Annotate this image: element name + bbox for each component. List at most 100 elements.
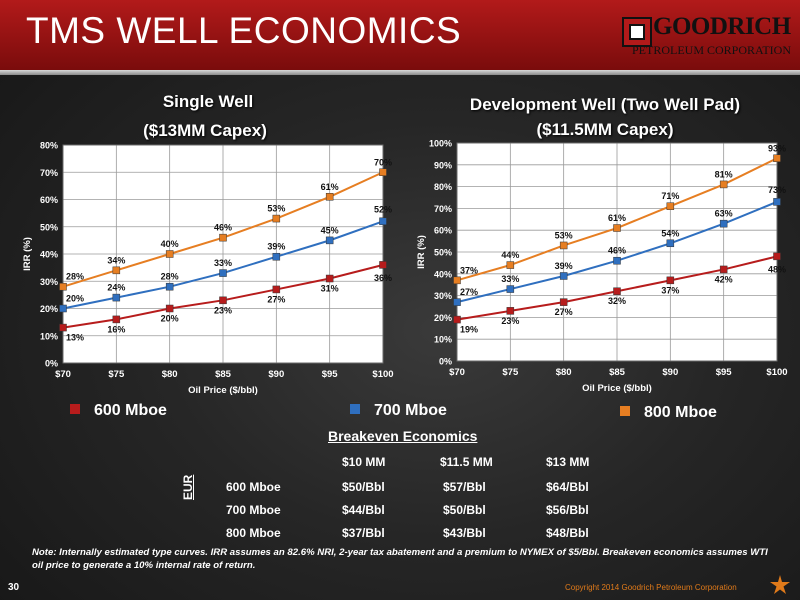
eur-axis-label: EUR	[181, 474, 195, 500]
header-divider	[0, 70, 800, 75]
breakeven-row-label: 600 Mboe	[226, 480, 281, 494]
data-label: 13%	[66, 333, 84, 343]
data-point	[613, 256, 621, 265]
company-logo: GOODRICH PETROLEUM CORPORATION	[622, 13, 792, 59]
data-point	[165, 250, 174, 258]
y-tick-label: 60%	[434, 226, 452, 236]
data-label: 20%	[161, 314, 179, 324]
data-label: 53%	[555, 230, 573, 240]
data-point	[666, 276, 675, 285]
breakeven-cell: $64/Bbl	[546, 480, 589, 494]
data-point	[272, 252, 281, 261]
legend-label: 600 Mboe	[94, 402, 167, 419]
y-tick-label: 50%	[40, 222, 58, 232]
data-point	[719, 265, 728, 274]
data-label: 28%	[66, 272, 84, 282]
x-tick-label: $80	[556, 367, 572, 378]
y-tick-label: 40%	[40, 250, 58, 260]
data-point	[506, 285, 515, 293]
data-point	[773, 198, 781, 206]
footer-star-icon	[770, 575, 790, 594]
data-label: 53%	[267, 204, 285, 214]
y-tick-label: 10%	[434, 335, 452, 345]
data-label: 73%	[768, 185, 786, 195]
y-tick-label: 10%	[40, 331, 58, 341]
breakeven-row-label: 800 Mboe	[226, 526, 281, 540]
x-tick-label: $85	[609, 367, 626, 378]
logo-subtitle: PETROLEUM CORPORATION	[632, 43, 792, 57]
data-point	[379, 168, 387, 176]
x-tick-label: $95	[322, 369, 339, 380]
legend-label: 800 Mboe	[644, 404, 717, 421]
x-axis-label: Oil Price ($/bbl)	[188, 385, 258, 396]
data-point	[613, 287, 621, 295]
data-point	[666, 202, 675, 210]
data-label: 81%	[715, 169, 733, 179]
y-axis-label: IRR (%)	[416, 235, 427, 269]
data-label: 28%	[161, 272, 179, 282]
data-point	[666, 239, 675, 248]
copyright-text: Copyright 2014 Goodrich Petroleum Corpor…	[565, 583, 737, 592]
x-tick-label: $75	[502, 367, 519, 378]
y-tick-label: 20%	[434, 313, 452, 323]
x-tick-label: $75	[108, 369, 125, 380]
legend-swatch-700	[350, 404, 360, 414]
data-point	[773, 252, 781, 261]
breakeven-cell: $57/Bbl	[443, 480, 486, 494]
data-label: 37%	[661, 285, 679, 295]
data-label: 37%	[460, 265, 478, 275]
x-tick-label: $70	[449, 367, 465, 378]
legend-700-mboe: 700 Mboe	[350, 402, 447, 420]
legend-600-mboe: 600 Mboe	[70, 402, 167, 420]
data-label: 61%	[321, 182, 339, 192]
data-label: 46%	[214, 223, 232, 233]
data-point	[112, 315, 121, 324]
data-point	[219, 233, 227, 242]
data-point	[59, 323, 67, 332]
x-tick-label: $90	[268, 369, 284, 380]
data-label: 27%	[460, 287, 478, 297]
data-label: 32%	[608, 296, 626, 306]
legend-label: 700 Mboe	[374, 402, 447, 419]
data-label: 39%	[267, 242, 285, 252]
data-label: 31%	[321, 284, 339, 294]
data-point	[272, 214, 281, 223]
x-axis-label: Oil Price ($/bbl)	[582, 383, 652, 394]
y-tick-label: 50%	[434, 248, 452, 258]
data-point	[506, 307, 515, 315]
data-label: 34%	[107, 255, 125, 265]
data-point	[325, 274, 334, 283]
data-label: 40%	[161, 239, 179, 249]
data-label: 45%	[321, 225, 339, 235]
breakeven-col-header: $13 MM	[546, 455, 590, 469]
data-point	[59, 282, 67, 291]
data-label: 54%	[661, 228, 679, 238]
y-tick-label: 70%	[434, 204, 452, 214]
breakeven-cell: $37/Bbl	[342, 526, 385, 540]
breakeven-cell: $44/Bbl	[342, 503, 385, 517]
data-point	[506, 261, 515, 269]
breakeven-cell: $56/Bbl	[546, 503, 589, 517]
chart-1-title: Single Well	[162, 92, 254, 111]
data-label: 71%	[661, 191, 679, 201]
data-label: 33%	[214, 258, 232, 268]
breakeven-row-label: 700 Mboe	[226, 503, 281, 517]
data-point	[59, 304, 67, 313]
y-tick-label: 60%	[40, 195, 58, 205]
header-bar	[0, 0, 800, 70]
data-point	[219, 296, 227, 305]
breakeven-col-header: $11.5 MM	[440, 455, 493, 469]
chart-2-title: Development Well (Two Well Pad)	[469, 95, 741, 114]
legend-800-mboe: 800 Mboe	[620, 404, 717, 422]
data-point	[379, 217, 387, 226]
y-tick-label: 40%	[434, 269, 452, 279]
data-point	[559, 298, 568, 306]
logo-mark-icon	[622, 17, 652, 47]
legend-swatch-600	[70, 404, 80, 414]
y-tick-label: 90%	[434, 160, 452, 170]
data-point	[559, 272, 568, 280]
logo-wordmark: GOODRICH	[653, 13, 791, 40]
x-tick-label: $100	[766, 367, 787, 378]
chart-2-subtitle: ($11.5MM Capex)	[536, 120, 674, 139]
data-point	[165, 304, 174, 313]
